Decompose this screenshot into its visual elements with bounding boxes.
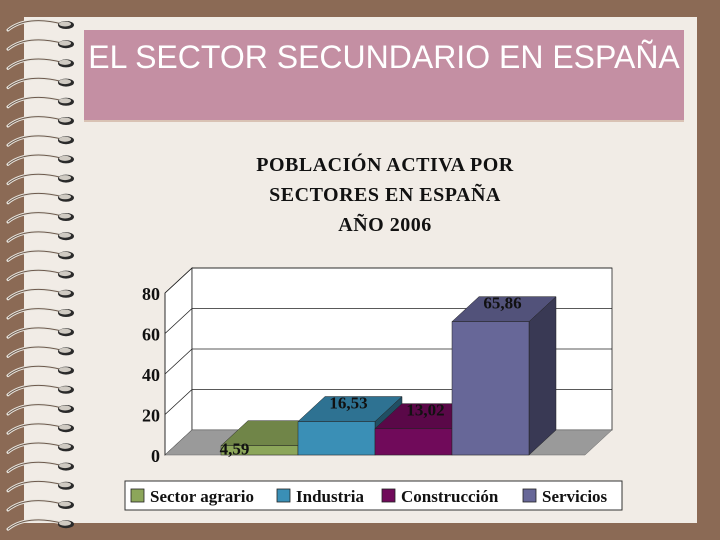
- binding-ring-shadow: [7, 461, 63, 472]
- binding-hole-ring: [59, 194, 71, 200]
- chart-title: POBLACIÓN ACTIVA POR SECTORES EN ESPAÑA …: [190, 150, 580, 240]
- binding-hole-ring: [59, 501, 71, 507]
- binding-hole-ring: [59, 443, 71, 449]
- binding-ring-shadow: [7, 58, 63, 69]
- spiral-binding: [6, 19, 74, 531]
- data-label: 13,02: [406, 401, 444, 420]
- binding-ring-shadow: [7, 250, 63, 261]
- legend: Sector agrario Industria Construcción Servi…: [124, 480, 623, 511]
- binding-hole-ring: [59, 79, 71, 85]
- binding-ring-shadow: [7, 116, 63, 127]
- binding-ring-shadow: [7, 308, 63, 319]
- legend-label: Construcción: [401, 487, 499, 506]
- binding-ring-shadow: [7, 365, 63, 376]
- binding-hole-ring: [59, 213, 71, 219]
- legend-label: Industria: [296, 487, 365, 506]
- gridline-diagonal: [164, 267, 193, 294]
- binding-hole-ring: [59, 271, 71, 277]
- binding-hole-ring: [59, 520, 71, 526]
- binding-ring-shadow: [7, 288, 63, 300]
- binding-hole-ring: [59, 482, 71, 488]
- binding-hole-ring: [59, 347, 71, 353]
- y-tick-label: 40: [142, 365, 160, 385]
- binding-hole-ring: [59, 136, 71, 142]
- binding-hole-ring: [59, 309, 71, 315]
- data-label: 16,53: [329, 394, 367, 413]
- chart-title-line-3: AÑO 2006: [338, 214, 432, 236]
- chart-title-line-2: SECTORES EN ESPAÑA: [269, 184, 501, 206]
- y-tick-label: 20: [142, 406, 160, 426]
- binding-hole-ring: [59, 405, 71, 411]
- binding-hole-ring: [59, 386, 71, 392]
- binding-ring-shadow: [7, 423, 63, 434]
- binding-ring-shadow: [7, 404, 63, 415]
- binding-ring-shadow: [7, 135, 63, 146]
- legend-box: [124, 480, 623, 511]
- binding-ring-shadow: [7, 519, 63, 530]
- binding-hole-ring: [59, 21, 71, 27]
- binding-ring-shadow: [7, 346, 63, 357]
- binding-hole-ring: [59, 367, 71, 373]
- binding-hole-ring: [59, 290, 71, 296]
- legend-swatch: [130, 488, 145, 503]
- legend-label: Servicios: [542, 487, 608, 506]
- y-tick-label: 80: [142, 284, 160, 304]
- binding-ring-shadow: [7, 192, 63, 204]
- bar-side: [528, 296, 557, 456]
- binding-ring-shadow: [7, 96, 63, 108]
- binding-hole-ring: [59, 232, 71, 238]
- binding-ring-shadow: [7, 231, 63, 242]
- binding-hole-ring: [59, 40, 71, 46]
- binding-hole-ring: [59, 155, 71, 161]
- binding-ring-shadow: [7, 212, 63, 223]
- gridline-diagonal: [164, 348, 193, 375]
- y-tick-label: 60: [142, 325, 160, 345]
- legend-swatch: [381, 488, 396, 503]
- binding-hole-ring: [59, 251, 71, 257]
- binding-ring-shadow: [7, 77, 63, 88]
- gridline-diagonal: [164, 308, 193, 334]
- bar: [451, 321, 530, 456]
- y-tick-label: 0: [151, 446, 160, 466]
- legend-swatch: [276, 488, 291, 503]
- binding-hole-ring: [59, 328, 71, 334]
- legend-swatch: [522, 488, 537, 503]
- binding-hole-ring: [59, 175, 71, 181]
- gridline-diagonal: [164, 389, 193, 415]
- binding-ring-shadow: [7, 154, 63, 165]
- binding-hole-ring: [59, 117, 71, 123]
- chart-title-line-1: POBLACIÓN ACTIVA POR: [256, 154, 514, 176]
- data-label: 65,86: [483, 294, 521, 313]
- binding-hole-ring: [59, 463, 71, 469]
- binding-ring-shadow: [7, 173, 63, 184]
- legend-label: Sector agrario: [150, 487, 254, 506]
- data-label: 4,59: [220, 440, 250, 459]
- title-band: EL SECTOR SECUNDARIO EN ESPAÑA: [84, 30, 684, 122]
- binding-ring-shadow: [7, 442, 63, 453]
- slide-title: EL SECTOR SECUNDARIO EN ESPAÑA: [88, 39, 680, 75]
- binding-ring-shadow: [7, 39, 63, 50]
- binding-ring-shadow: [7, 500, 63, 511]
- binding-hole-ring: [59, 98, 71, 104]
- binding-ring-shadow: [7, 269, 63, 280]
- binding-ring-shadow: [7, 20, 63, 31]
- binding-hole-ring: [59, 59, 71, 65]
- binding-ring-shadow: [7, 384, 63, 396]
- bar: [297, 421, 376, 456]
- bar: [374, 428, 453, 456]
- binding-hole-ring: [59, 424, 71, 430]
- binding-ring-shadow: [7, 480, 63, 492]
- binding-ring-shadow: [7, 327, 63, 338]
